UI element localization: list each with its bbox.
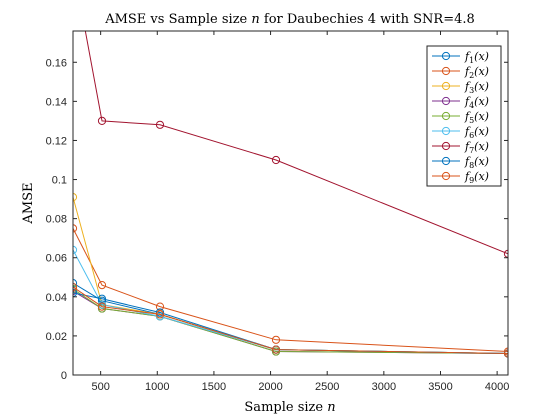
axes-box [72,30,509,376]
legend-item: f9(x) [432,170,489,185]
x-tick-label: 1000 [145,381,169,393]
legend-label: f4(x) [464,95,489,110]
legend-label: f7(x) [464,140,489,155]
legend-marker [441,81,451,91]
legend-item: f8(x) [432,155,489,170]
legend-item: f4(x) [432,95,489,110]
data-point [271,155,281,165]
data-point [155,120,165,129]
legend-label: f3(x) [464,80,489,95]
y-axis-label: AMSE [21,182,36,224]
y-tick-label: 0.04 [46,292,67,304]
legend: f1(x)f2(x)f3(x)f4(x)f5(x)f6(x)f7(x)f8(x)… [426,45,502,187]
data-point [271,345,281,354]
tick-layer: 500 1000 1500 2000 2500 3000 3500 4000 0 0.02 0.04… [46,31,509,393]
legend-marker [441,141,451,151]
series-layer [73,31,508,358]
x-tick-label: 1500 [202,381,226,393]
y-tick-label: 0.08 [46,214,67,226]
x-tick-label: 500 [91,381,109,393]
data-point [155,310,165,319]
data-point [97,116,107,126]
legend-label: f1(x) [464,50,489,65]
x-tick-label: 4000 [485,381,509,393]
legend-item: f7(x) [432,140,489,155]
y-tick-label: 0 [61,370,67,382]
y-tick-label: 0.06 [46,253,67,265]
series-line [84,31,508,255]
legend-item: f1(x) [432,50,489,65]
chart-title: AMSE vs Sample size n for Daubechies 4 w… [104,12,475,27]
x-axis-label-main: Sample size [244,400,327,415]
data-point [271,335,281,344]
legend-item: f3(x) [432,80,489,95]
legend-marker [441,156,451,166]
x-tick-label: 2000 [258,381,282,393]
x-tick-label: 2500 [315,381,339,393]
legend-label: f9(x) [464,170,489,185]
series-line [73,228,508,352]
y-tick-label: 0.14 [46,96,67,108]
data-point [97,302,107,311]
y-tick-label: 0.16 [46,57,67,69]
legend-item: f5(x) [432,110,489,125]
x-axis-label: Sample size n [244,400,335,415]
legend-marker [441,171,451,181]
data-point [97,280,107,290]
y-tick-label: 0.02 [46,331,67,343]
chart-title-rest: for Daubechies 4 with SNR=4.8 [260,12,475,27]
x-tick-label: 3000 [372,381,396,393]
data-point [155,302,165,311]
chart-title-var: n [251,12,259,27]
legend-label: f2(x) [464,65,489,80]
legend-marker [441,96,451,106]
x-axis-label-var: n [327,400,335,415]
legend-label: f8(x) [464,155,489,170]
legend-marker [441,111,451,121]
legend-marker [441,51,451,61]
data-point [97,294,107,303]
y-tick-label: 0.12 [46,135,67,147]
legend-marker [441,126,451,136]
x-tick-label: 3500 [428,381,452,393]
legend-item: f6(x) [432,125,489,140]
legend-label: f6(x) [464,125,489,140]
series-line [73,286,508,354]
legend-item: f2(x) [432,65,489,80]
y-tick-label: 0.1 [52,175,67,187]
legend-marker [441,66,451,76]
legend-label: f5(x) [464,110,489,125]
chart-title-main: AMSE vs Sample size [104,12,251,27]
